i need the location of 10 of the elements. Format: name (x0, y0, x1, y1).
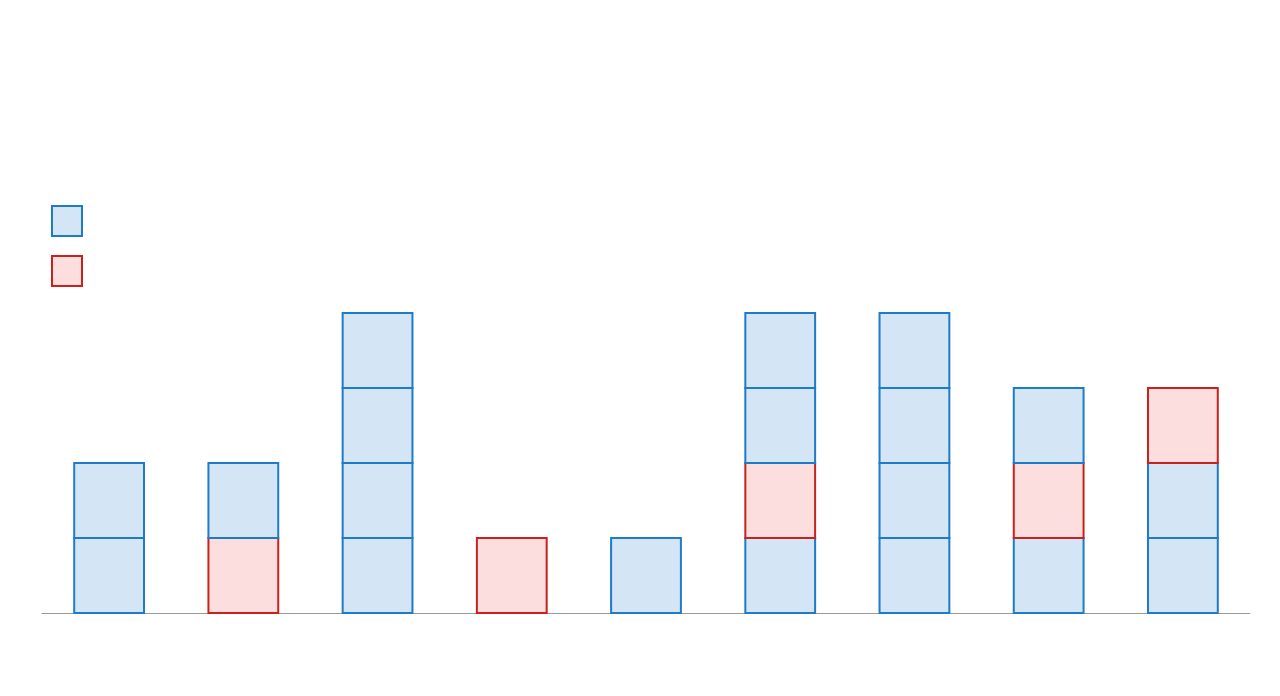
bar (1012, 537, 1085, 614)
bar (475, 537, 548, 614)
bar (1146, 387, 1219, 464)
bar (207, 537, 280, 614)
bar (744, 537, 817, 614)
bar (610, 537, 682, 614)
bar (207, 462, 280, 539)
bar (1012, 462, 1085, 539)
bar (1012, 387, 1085, 464)
bar (744, 462, 817, 539)
